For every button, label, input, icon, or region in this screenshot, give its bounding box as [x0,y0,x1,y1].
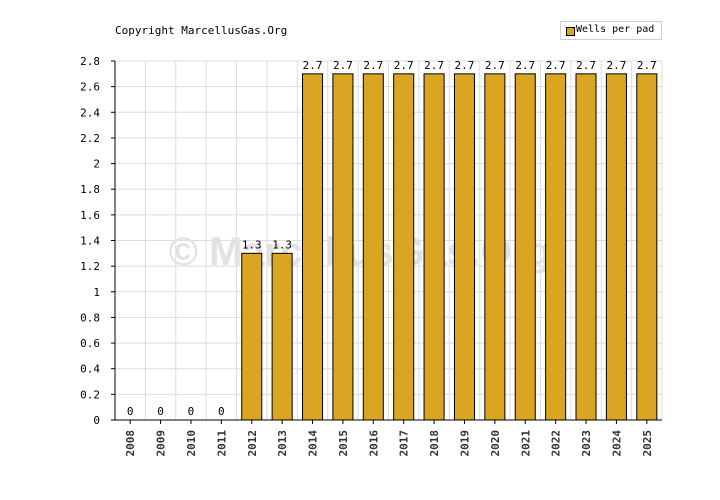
x-tick-label: 2016 [367,430,380,457]
bar [453,73,476,421]
x-tick-label: 2023 [580,430,593,457]
data-label: 0 [127,405,134,418]
bar [362,73,384,421]
data-label: 1.3 [242,238,262,251]
bar [636,73,658,421]
x-tick-label: 2010 [185,430,198,457]
data-label: 0 [157,405,164,418]
data-label: 2.7 [333,59,353,72]
x-tick-label: 2013 [276,430,289,457]
y-tick-label: 0.4 [80,363,100,376]
legend-label: Wells per pad [576,24,655,35]
data-label: 2.7 [606,59,626,72]
data-label: 2.7 [546,59,566,72]
bar [575,73,597,421]
y-tick-label: 0.8 [80,311,100,324]
data-label: 1.3 [272,238,292,251]
grid [115,60,663,420]
bar [605,73,627,421]
bar [393,73,415,421]
data-label: 0 [218,405,225,418]
y-tick-label: 0 [93,414,100,427]
x-tick-label: 2022 [550,430,563,457]
bar [423,73,445,421]
data-label: 2.7 [515,59,535,72]
y-tick-label: 2.6 [80,81,100,94]
data-label: 2.7 [485,59,505,72]
data-label: 2.7 [303,59,323,72]
data-label: 0 [188,405,195,418]
data-label: 2.7 [576,59,596,72]
data-label: 2.7 [424,59,444,72]
x-tick-label: 2020 [489,430,502,457]
data-labels: 0 0 0 0 1.3 1.3 2.7 2.7 2.7 2.7 2.7 2.7 2.7 2.7 2.7 2.7… [127,59,657,418]
y-tick-label: 2 [93,158,100,171]
x-tick-label: 2024 [610,430,623,457]
y-tick-label: 0.6 [80,337,100,350]
bar [514,73,536,421]
bar [484,73,506,421]
bar [332,73,354,421]
axes: 0 0.2 0.4 0.6 0.8 1 1.2 1.4 1.6 1.8 2 2.2 2.4 2.6 2.8 2… [80,55,662,457]
x-tick-label: 2011 [215,430,228,457]
x-tick-label: 2008 [124,430,137,457]
x-tick-label: 2015 [337,430,350,457]
y-tick-label: 0.2 [80,388,100,401]
y-tick-label: 1.6 [80,209,100,222]
x-tick-label: 2012 [246,430,259,457]
x-tick-label: 2018 [428,430,441,457]
y-tick-label: 1.4 [80,235,100,248]
data-label: 2.7 [455,59,475,72]
bar [301,73,324,421]
y-tick-label: 2.2 [80,132,100,145]
bar [271,252,293,421]
y-tick-label: 2.8 [80,55,100,68]
data-label: 2.7 [637,59,657,72]
x-tick-label: 2019 [458,430,471,457]
bar [545,73,567,421]
x-tick-label: 2009 [155,430,168,457]
x-tick-label: 2017 [398,430,411,457]
data-label: 2.7 [394,59,414,72]
y-tick-label: 1 [93,286,100,299]
y-tick-label: 1.8 [80,183,100,196]
legend: Wells per pad [560,21,662,40]
x-tick-label: 2021 [519,430,532,457]
y-tick-label: 1.2 [80,260,100,273]
bar [241,252,263,421]
legend-swatch [566,27,575,36]
x-tick-label: 2025 [641,430,654,457]
y-tick-label: 2.4 [80,106,100,119]
copyright-text: Copyright MarcellusGas.Org [115,24,288,37]
x-tick-label: 2014 [307,430,320,457]
data-label: 2.7 [363,59,383,72]
